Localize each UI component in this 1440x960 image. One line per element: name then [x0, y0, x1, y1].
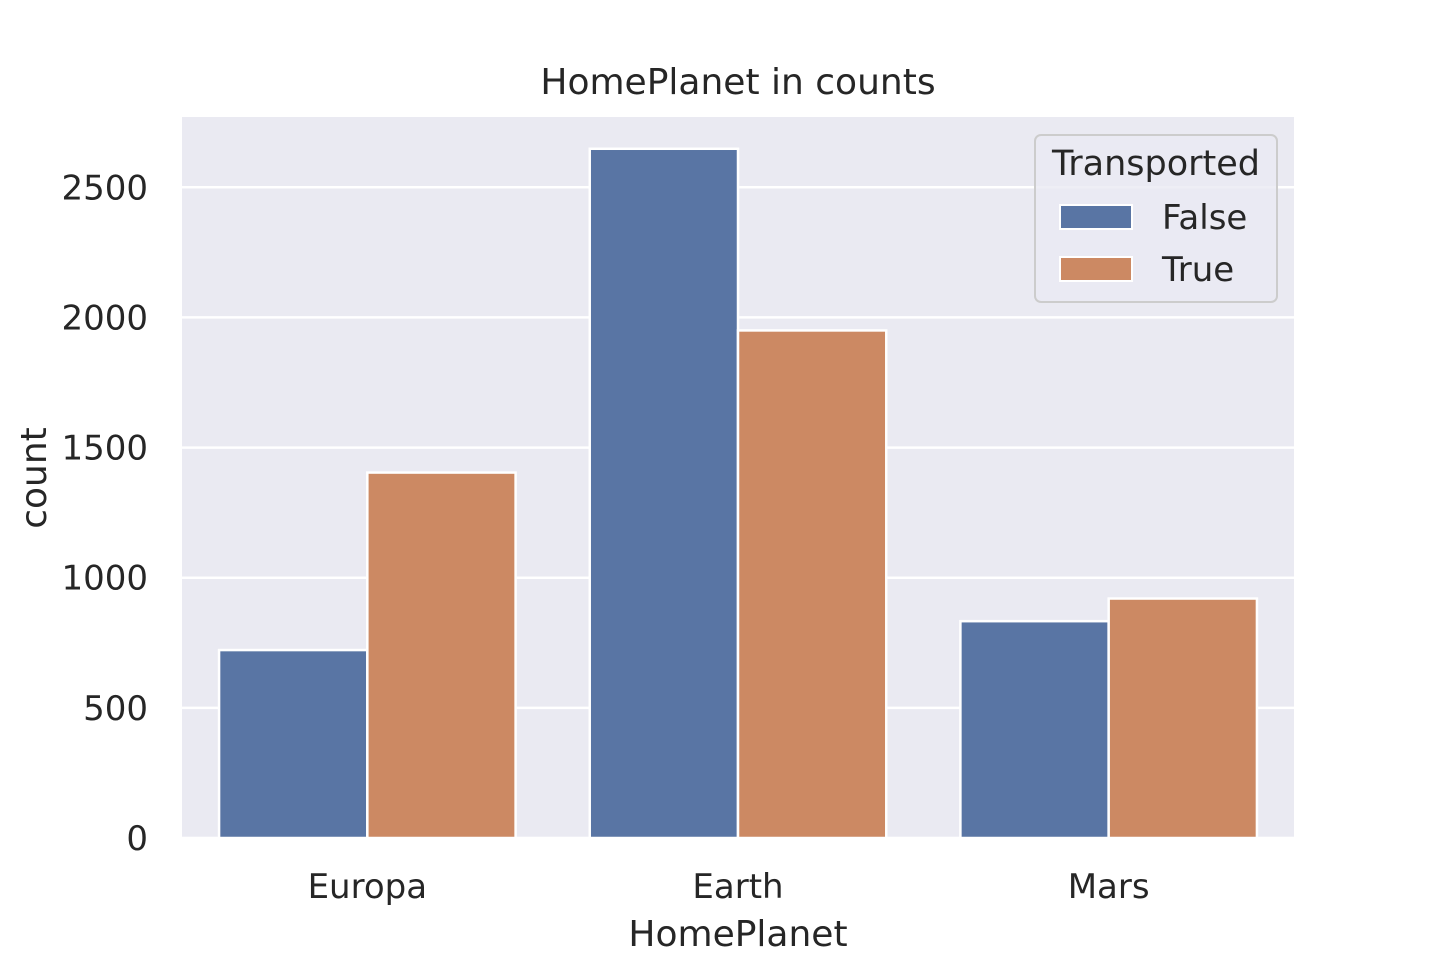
y-tick-label: 1000 — [61, 559, 148, 599]
legend-swatch-true — [1059, 256, 1133, 282]
y-tick-label: 2000 — [61, 298, 148, 338]
chart-title: HomePlanet in counts — [540, 62, 935, 103]
y-tick-label: 1500 — [61, 429, 148, 469]
legend-swatch-false — [1059, 204, 1133, 230]
legend-label-false: False — [1162, 198, 1247, 238]
y-tick-label: 500 — [83, 689, 148, 729]
y-tick-labels: 0 500 1000 1500 2000 2500 — [61, 168, 148, 859]
x-tick-label-europa: Europa — [308, 867, 427, 907]
legend-label-true: True — [1161, 250, 1234, 290]
y-axis-label: count — [14, 427, 55, 529]
bar-mars-false — [959, 619, 1110, 840]
legend-title: Transported — [1051, 144, 1260, 184]
x-tick-labels: Europa Earth Mars — [308, 867, 1150, 907]
legend: Transported False True — [1034, 134, 1278, 303]
bar-mars-true — [1107, 597, 1259, 840]
x-tick-label-earth: Earth — [692, 867, 783, 907]
bar-europa-true — [366, 471, 517, 840]
bar-earth-false — [588, 147, 740, 840]
bars — [217, 147, 1259, 840]
bar-europa-false — [217, 648, 369, 840]
x-axis-label: HomePlanet — [628, 914, 847, 955]
x-tick-label-mars: Mars — [1068, 867, 1150, 907]
bar-earth-true — [736, 329, 888, 840]
y-tick-label: 0 — [126, 819, 148, 859]
y-tick-label: 2500 — [61, 168, 148, 208]
